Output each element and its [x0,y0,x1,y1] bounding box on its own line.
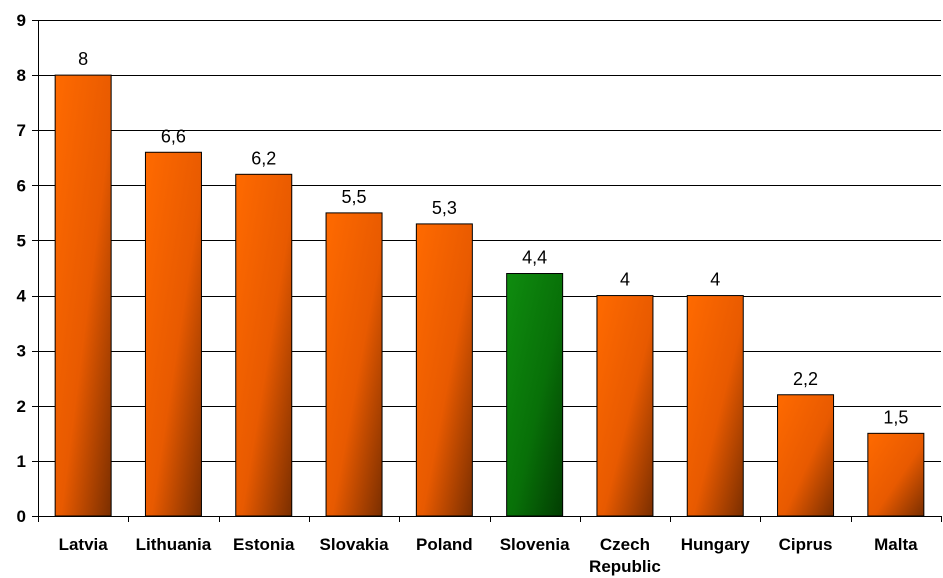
bar-czech-republic [596,295,654,517]
category-label-slovakia: Slovakia [320,535,390,554]
labels: 8 Latvia 6,6 Lithuania 6,2 Estonia 5,5 Slovakia… [59,49,919,576]
y-tick-label-4: 4 [17,287,27,306]
category-label-czech-republic-line-2: Republic [589,557,661,576]
y-tick-label-1: 1 [17,452,26,471]
category-label-malta: Malta [874,535,918,554]
data-label-slovenia: 4,4 [522,248,547,268]
bar-malta [867,432,925,517]
bar-poland [415,223,473,517]
y-tick-label-8: 8 [17,66,26,85]
data-label-latvia: 8 [78,49,88,69]
data-label-malta: 1,5 [883,407,908,427]
bar-lithuania [144,151,202,517]
category-label-poland: Poland [416,535,473,554]
category-label-ciprus: Ciprus [779,535,833,554]
y-tick-label-6: 6 [17,176,26,195]
y-tick-label-0: 0 [17,507,26,526]
data-label-czech-republic: 4 [620,270,630,290]
bar-slovenia [506,273,564,517]
category-label-latvia: Latvia [59,535,109,554]
category-label-estonia: Estonia [233,535,295,554]
bars [54,74,925,517]
data-label-poland: 5,3 [432,198,457,218]
data-label-estonia: 6,2 [251,148,276,168]
data-label-slovakia: 5,5 [342,187,367,207]
bar-estonia [235,173,293,517]
y-tick-label-9: 9 [17,11,26,30]
data-label-lithuania: 6,6 [161,126,186,146]
bar-latvia [54,74,112,517]
y-tick-label-7: 7 [17,121,26,140]
y-tick-label-3: 3 [17,342,26,361]
data-label-ciprus: 2,2 [793,369,818,389]
y-tick-label-5: 5 [17,231,26,250]
category-label-hungary: Hungary [681,535,751,554]
category-label-czech-republic-line-1: Czech [600,535,650,554]
bar-slovakia [325,212,383,517]
category-label-slovenia: Slovenia [500,535,570,554]
category-label-lithuania: Lithuania [136,535,212,554]
bar-ciprus [777,394,835,517]
y-tick-label-2: 2 [17,397,26,416]
data-label-hungary: 4 [710,270,720,290]
bar-hungary [686,295,744,517]
